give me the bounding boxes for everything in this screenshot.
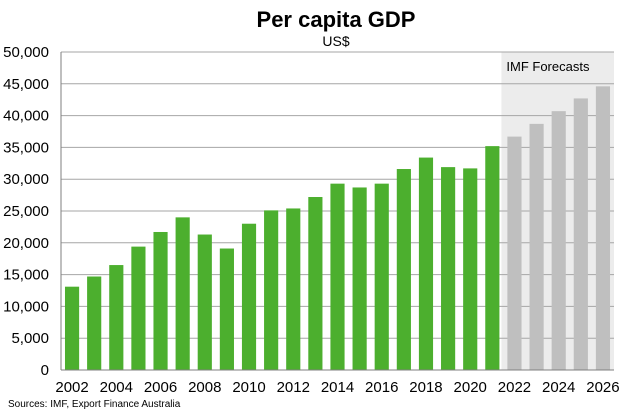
x-tick-label: 2004 [100,379,133,396]
bar-2008 [197,234,212,370]
y-tick-label: 10,000 [3,298,49,315]
bar-2014 [330,183,345,370]
bar-2018 [418,157,434,370]
bar-2026 [595,86,611,371]
x-tick-label: 2020 [454,379,487,396]
bars [64,86,611,371]
x-tick-label: 2002 [55,379,88,396]
bar-2015 [352,187,367,370]
x-tick-label: 2026 [586,379,619,396]
axes [60,52,614,371]
y-tick-label: 30,000 [3,171,49,188]
x-tick-label: 2016 [365,379,398,396]
x-tick-label: 2008 [188,379,221,396]
bar-2016 [374,183,389,370]
x-tick-label: 2022 [498,379,531,396]
chart-title: Per capita GDP [257,7,416,32]
y-tick-label: 50,000 [3,44,49,61]
bar-2012 [286,208,301,370]
x-tick-label: 2014 [321,379,354,396]
x-tick-label: 2012 [277,379,310,396]
y-tick-label: 0 [41,362,49,379]
bar-2020 [463,168,478,370]
bar-2007 [175,217,190,370]
bar-2023 [529,123,544,370]
x-tick-label: 2024 [542,379,575,396]
bar-2003 [87,276,102,370]
bar-2021 [485,146,500,370]
y-tick-label: 45,000 [3,76,49,93]
bar-2022 [507,136,522,370]
x-axis-ticks: 2002 2004 2006 2008 2010 2012 2014 2016 2018 2020… [55,379,619,396]
x-tick-label: 2006 [144,379,177,396]
chart-subtitle: US$ [322,33,349,49]
bar-2019 [441,167,456,370]
y-tick-label: 5,000 [11,330,49,347]
bar-2024 [551,111,566,370]
y-tick-label: 35,000 [3,139,49,156]
x-tick-label: 2010 [232,379,265,396]
bar-2005 [131,246,146,370]
y-tick-label: 20,000 [3,235,49,252]
bar-2010 [241,223,257,370]
y-tick-label: 25,000 [3,203,49,220]
y-tick-label: 40,000 [3,108,49,125]
y-axis-ticks: 0 5,000 10,000 15,000 20,000 25,000 30,000 35,0… [3,44,49,379]
bar-2013 [308,197,323,370]
y-tick-label: 15,000 [3,267,49,284]
bar-2002 [64,286,80,370]
bar-2004 [109,265,124,370]
bar-2017 [396,169,411,370]
bar-2009 [219,248,234,370]
forecast-label: IMF Forecasts [506,59,590,74]
bar-2011 [264,210,279,370]
source-note: Sources: IMF, Export Finance Australia [8,399,181,410]
bar-2006 [153,231,168,370]
x-tick-label: 2018 [409,379,442,396]
bar-2025 [573,98,588,370]
